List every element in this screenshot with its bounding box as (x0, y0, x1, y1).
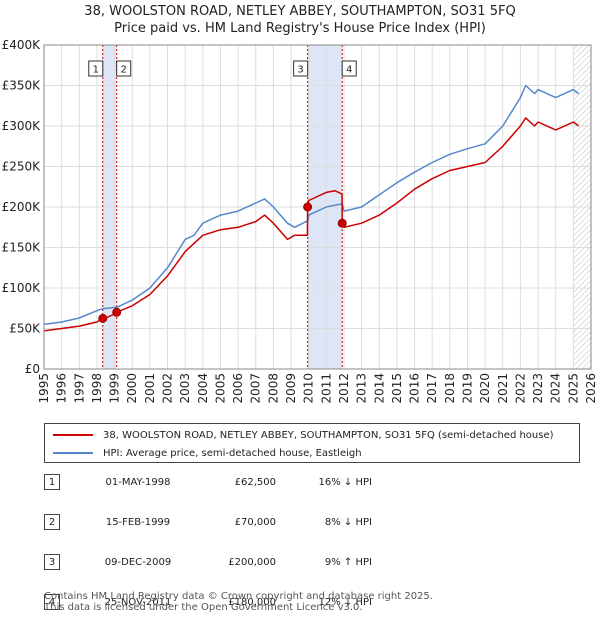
transaction-hpi-diff: 9% ↑ HPI (324, 556, 372, 568)
legend: 38, WOOLSTON ROAD, NETLEY ABBEY, SOUTHAM… (44, 423, 580, 463)
x-tick-label: 2026 (584, 373, 598, 404)
transaction-date: 01-MAY-1998 (105, 476, 171, 488)
transaction-number-box (341, 60, 357, 77)
x-tick-label: 2014 (372, 373, 386, 404)
x-tick-label: 2002 (161, 373, 175, 404)
transaction-badge: 1 (44, 474, 60, 490)
transaction-number-label: 3 (297, 65, 303, 76)
transaction-point (112, 307, 122, 317)
table-row: 1 01-MAY-1998 £62,500 16% ↓ HPI (44, 472, 372, 492)
transaction-number-label: 4 (346, 65, 352, 76)
transaction-date: 09-DEC-2009 (104, 556, 172, 568)
x-tick-label: 1998 (90, 373, 104, 404)
x-tick-label: 2009 (284, 373, 298, 404)
transaction-number-label: 2 (121, 65, 127, 76)
x-tick-label: 1999 (108, 373, 122, 404)
footer-line-copyright: Contains HM Land Registry data © Crown c… (44, 591, 433, 602)
footer-line-licence: This data is licensed under the Open Gov… (44, 602, 363, 613)
plot-frame (43, 44, 592, 370)
transaction-point (98, 313, 108, 323)
chart-title-address: 38, WOOLSTON ROAD, NETLEY ABBEY, SOUTHAM… (84, 4, 516, 19)
x-tick-label: 1995 (37, 373, 51, 404)
legend-item-property: 38, WOOLSTON ROAD, NETLEY ABBEY, SOUTHAM… (53, 427, 554, 443)
transaction-price: £62,500 (234, 476, 276, 488)
x-tick-label: 2018 (443, 373, 457, 404)
transaction-badge: 2 (44, 514, 60, 530)
y-tick-label: £200K (2, 200, 42, 214)
legend-item-hpi: HPI: Average price, semi-detached house,… (53, 445, 362, 461)
y-tick-label: £400K (2, 38, 42, 52)
legend-label-hpi: HPI: Average price, semi-detached house,… (103, 447, 362, 459)
x-tick-label: 2013 (355, 373, 369, 404)
x-tick-label: 2015 (390, 373, 404, 404)
x-tick-label: 2005 (213, 373, 227, 404)
x-tick-label: 1996 (55, 373, 69, 404)
x-tick-label: 2010 (302, 373, 316, 404)
x-tick-label: 2019 (460, 373, 474, 404)
x-tick-label: 2016 (408, 373, 422, 404)
x-tick-label: 2008 (266, 373, 280, 404)
legend-label-property: 38, WOOLSTON ROAD, NETLEY ABBEY, SOUTHAM… (103, 429, 554, 441)
transaction-badge: 3 (44, 554, 60, 570)
y-tick-label: £0 (25, 362, 40, 376)
transaction-price: £70,000 (234, 516, 276, 528)
legend-swatch-hpi (53, 452, 93, 454)
y-tick-label: £50K (9, 322, 41, 336)
x-tick-label: 2017 (425, 373, 439, 404)
y-tick-label: £250K (2, 160, 42, 174)
transaction-badge: 4 (44, 594, 60, 610)
x-tick-label: 2012 (337, 373, 351, 404)
transaction-number-box (116, 60, 132, 77)
transaction-number-box (88, 60, 104, 77)
x-tick-label: 2006 (231, 373, 245, 404)
x-tick-label: 2000 (125, 373, 139, 404)
transaction-number-label: 1 (93, 65, 99, 76)
transaction-price: £180,000 (228, 596, 276, 608)
x-tick-label: 2023 (531, 373, 545, 404)
table-row: 4 25-NOV-2011 £180,000 12% ↓ HPI (44, 592, 372, 612)
transactions-table: 1 01-MAY-1998 £62,500 16% ↓ HPI 2 15-FEB… (44, 472, 372, 612)
x-tick-label: 2021 (496, 373, 510, 404)
x-tick-label: 2011 (319, 373, 333, 404)
transaction-date: 25-NOV-2011 (104, 596, 172, 608)
x-tick-label: 2022 (513, 373, 527, 404)
price-chart: 1 2 3 4 £0 £50K £100K £150K £200K £250K £300K £350K… (2, 38, 598, 404)
y-tick-label: £100K (2, 281, 42, 295)
table-row: 2 15-FEB-1999 £70,000 8% ↓ HPI (44, 512, 372, 532)
transaction-point (303, 202, 313, 212)
x-tick-label: 2025 (566, 373, 580, 404)
transaction-number-box (293, 60, 309, 77)
x-tick-label: 2007 (249, 373, 263, 404)
legend-swatch-property (53, 434, 93, 436)
footer-attribution: Contains HM Land Registry data © Crown c… (44, 591, 433, 613)
transaction-point (337, 218, 347, 228)
table-row: 3 09-DEC-2009 £200,000 9% ↑ HPI (44, 552, 372, 572)
x-tick-label: 2024 (549, 373, 563, 404)
y-tick-label: £300K (2, 119, 42, 133)
transaction-hpi-diff: 16% ↓ HPI (318, 476, 372, 488)
transaction-hpi-diff: 12% ↓ HPI (318, 596, 372, 608)
chart-subtitle: Price paid vs. HM Land Registry's House … (114, 21, 486, 36)
y-tick-label: £150K (2, 241, 42, 255)
x-tick-label: 2020 (478, 373, 492, 404)
x-tick-label: 1997 (72, 373, 86, 404)
transaction-date: 15-FEB-1999 (105, 516, 171, 528)
transaction-hpi-diff: 8% ↓ HPI (324, 516, 372, 528)
transaction-price: £200,000 (228, 556, 276, 568)
x-tick-label: 2001 (143, 373, 157, 404)
x-tick-label: 2004 (196, 373, 210, 404)
x-tick-label: 2003 (178, 373, 192, 404)
y-tick-label: £350K (2, 79, 42, 93)
